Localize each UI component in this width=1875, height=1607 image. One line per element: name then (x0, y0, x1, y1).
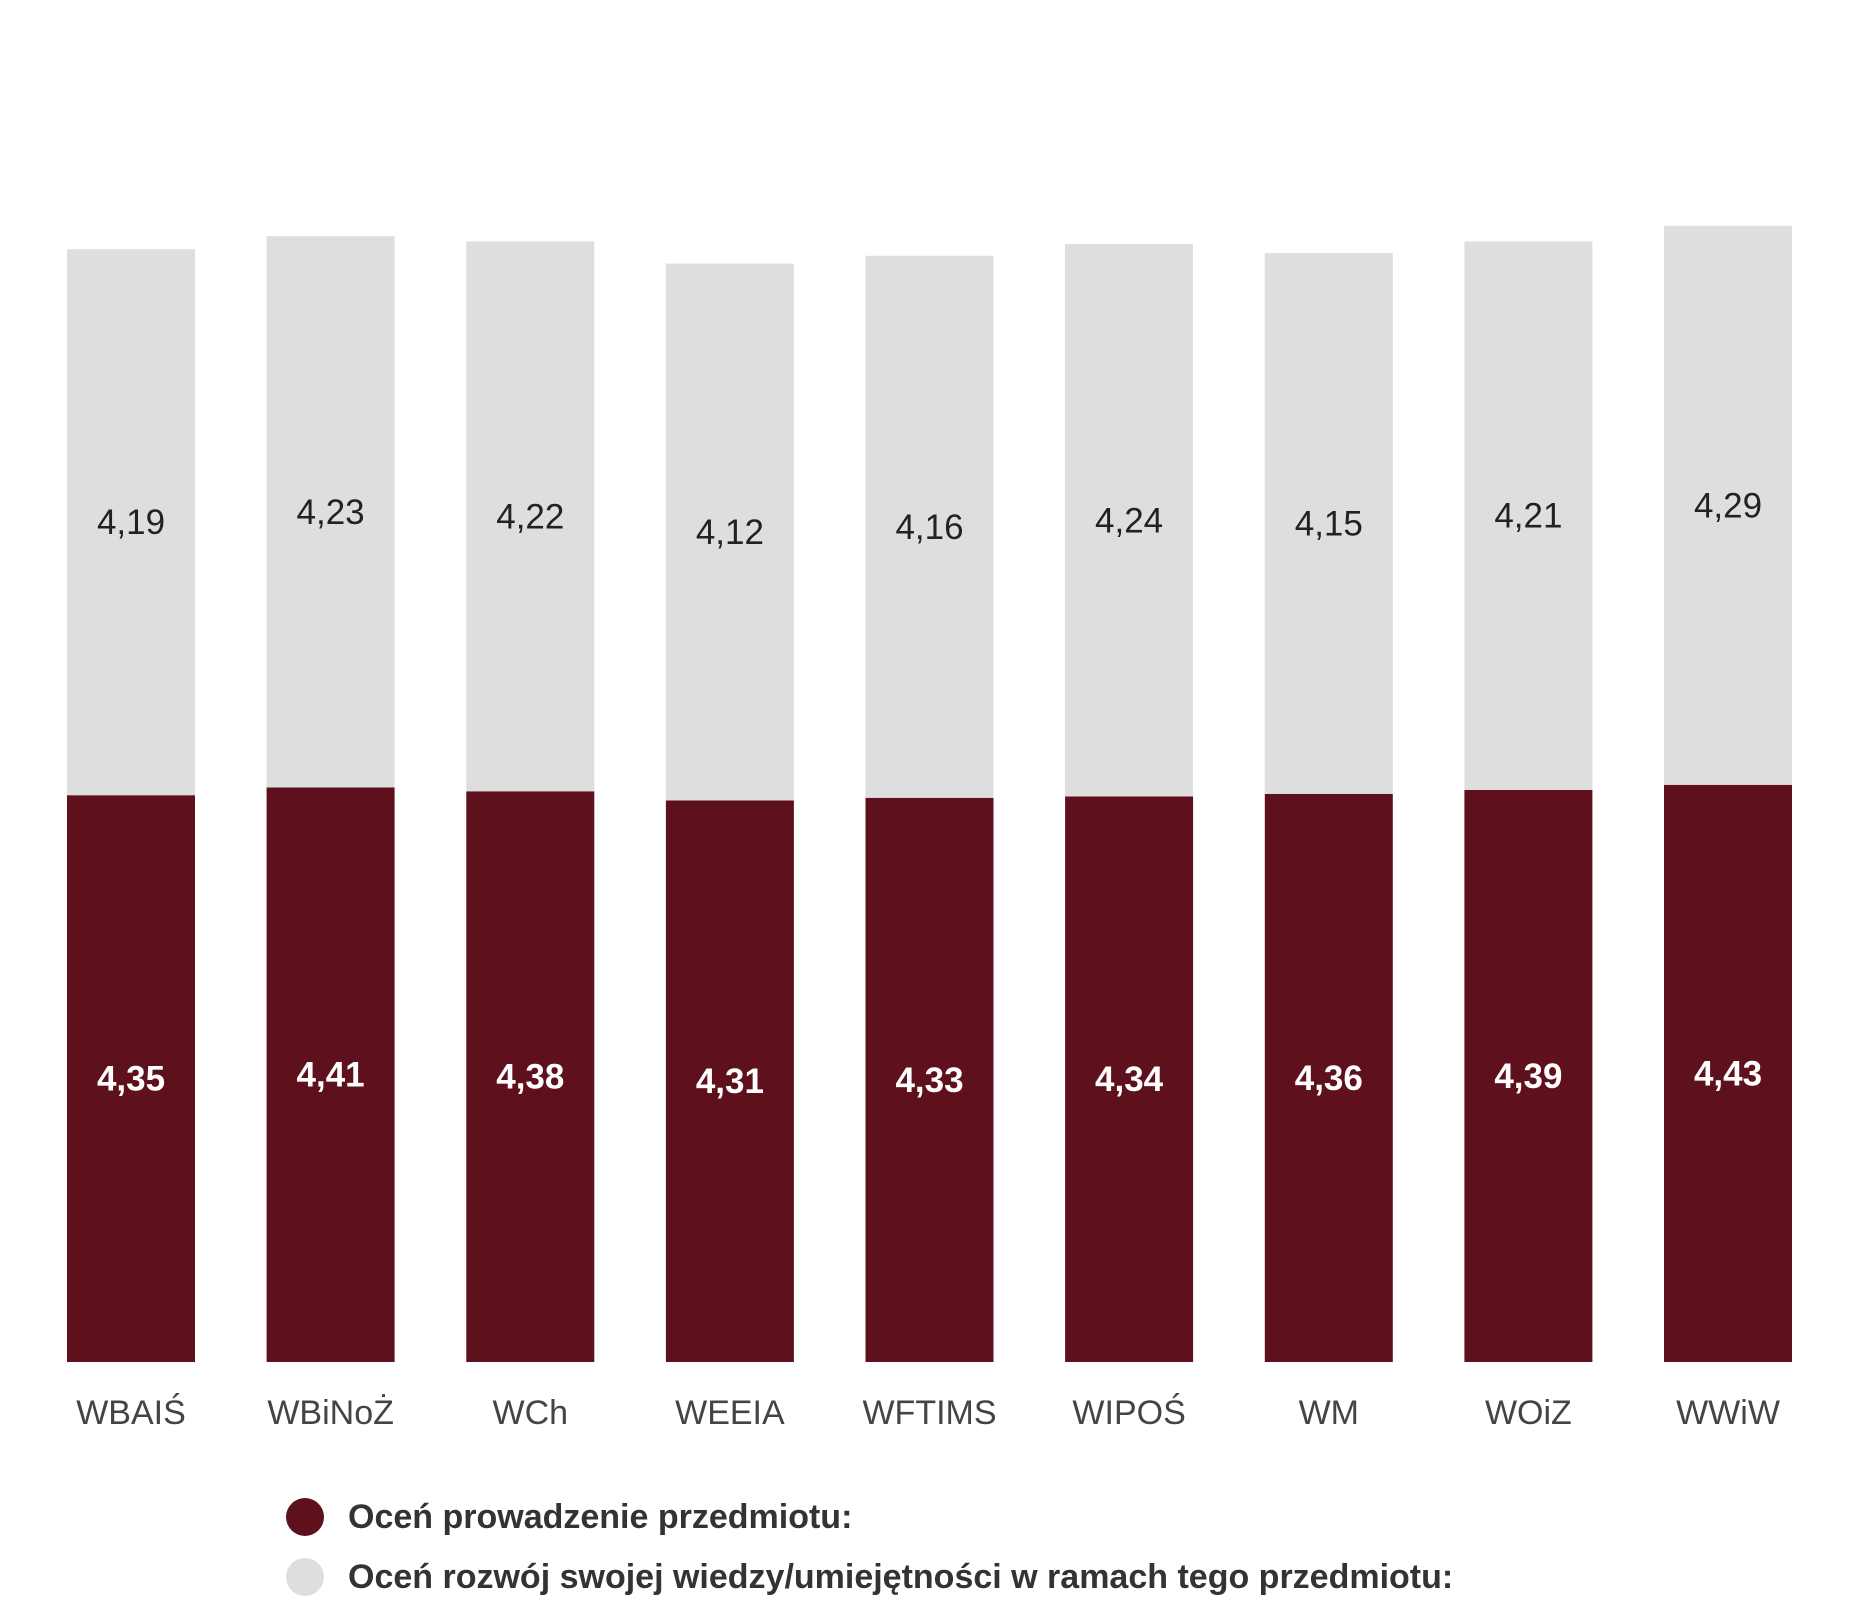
bar-1-6[interactable] (1065, 796, 1194, 1363)
data-label-1-9: 4,43 (1694, 1054, 1762, 1093)
x-tick-label-5: WFTIMS (862, 1394, 996, 1432)
data-label-1-2: 4,41 (297, 1056, 365, 1095)
bar-2-3[interactable] (466, 241, 595, 792)
data-label-1-7: 4,36 (1295, 1059, 1363, 1098)
x-tick-label-8: WOiZ (1485, 1394, 1572, 1432)
bar-1-4[interactable] (665, 800, 794, 1362)
bar-2-1[interactable] (67, 249, 195, 796)
x-tick-label-6: WIPOŚ (1072, 1393, 1185, 1432)
data-label-1-5: 4,33 (895, 1061, 963, 1100)
x-tick-label-7: WM (1299, 1394, 1359, 1432)
data-label-2-7: 4,15 (1295, 505, 1363, 544)
chart-legend: Oceń prowadzenie przedmiotu: Oceń rozwój… (286, 1487, 1453, 1607)
data-label-1-4: 4,31 (696, 1062, 764, 1101)
bar-1-9[interactable] (1664, 784, 1792, 1362)
data-label-2-6: 4,24 (1095, 501, 1163, 540)
x-tick-label-9: WWiW (1676, 1394, 1780, 1432)
data-label-1-1: 4,35 (97, 1060, 165, 1099)
data-label-1-8: 4,39 (1494, 1057, 1562, 1096)
bar-2-6[interactable] (1065, 244, 1194, 797)
bar-1-8[interactable] (1464, 790, 1593, 1362)
data-label-2-9: 4,29 (1694, 486, 1762, 525)
bar-2-5[interactable] (865, 255, 994, 798)
bar-2-4[interactable] (665, 263, 794, 801)
x-tick-label-1: WBAIŚ (76, 1393, 186, 1432)
bar-2-2[interactable] (266, 236, 395, 788)
legend-item-series-1[interactable]: Oceń prowadzenie przedmiotu: (286, 1487, 1453, 1547)
data-label-2-4: 4,12 (696, 513, 764, 552)
data-label-1-6: 4,34 (1095, 1060, 1164, 1099)
legend-label-series-2: Oceń rozwój swojej wiedzy/umiejętności w… (348, 1557, 1454, 1596)
data-label-2-1: 4,19 (97, 503, 165, 542)
legend-marker-series-2 (286, 1558, 324, 1596)
bar-1-1[interactable] (67, 795, 195, 1362)
bar-1-7[interactable] (1264, 793, 1393, 1362)
data-label-2-5: 4,16 (895, 508, 963, 547)
bar-1-2[interactable] (266, 787, 395, 1362)
bar-2-7[interactable] (1264, 253, 1393, 794)
data-label-2-3: 4,22 (496, 497, 564, 536)
x-tick-label-4: WEEIA (675, 1394, 785, 1432)
legend-item-series-2[interactable]: Oceń rozwój swojej wiedzy/umiejętności w… (286, 1547, 1453, 1607)
x-tick-label-2: WBiNoŻ (267, 1394, 394, 1432)
chart-svg: 4,35 4,19 WBAIŚ 4,41 4,23 WBiNoŻ 4,38 4,22 WCh 4,… (67, 225, 1792, 1432)
bar-2-8[interactable] (1464, 241, 1593, 790)
data-label-2-8: 4,21 (1494, 497, 1562, 536)
bar-1-5[interactable] (865, 797, 994, 1362)
data-label-2-2: 4,23 (297, 493, 365, 532)
legend-label-series-1: Oceń prowadzenie przedmiotu: (348, 1497, 853, 1536)
data-label-1-3: 4,38 (496, 1058, 564, 1097)
bar-2-9[interactable] (1664, 225, 1792, 785)
legend-marker-series-1 (286, 1498, 324, 1536)
x-tick-label-3: WCh (493, 1394, 569, 1432)
bar-1-3[interactable] (466, 791, 595, 1362)
